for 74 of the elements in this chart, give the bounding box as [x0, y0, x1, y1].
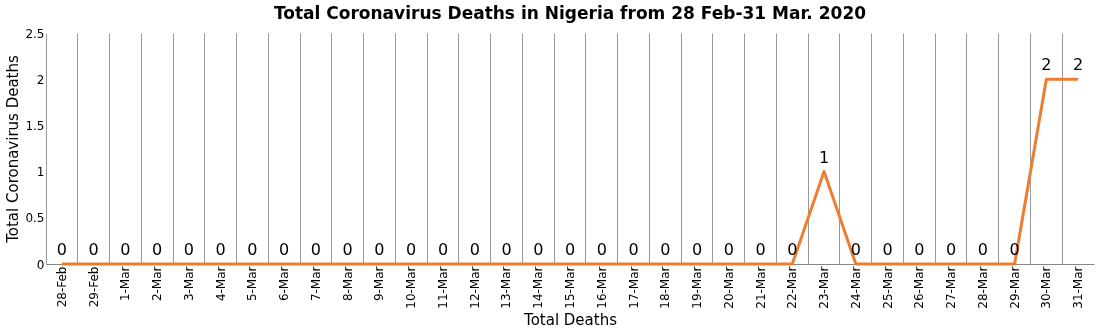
x-tick-label: 17-Mar — [626, 266, 641, 309]
data-label: 0 — [469, 240, 480, 259]
x-tick-label: 8-Mar — [340, 266, 355, 302]
data-label: 1 — [818, 147, 830, 167]
y-tick-label: 1 — [36, 165, 45, 180]
x-tick-label: 2-Mar — [150, 266, 165, 302]
data-label: 0 — [342, 240, 353, 259]
data-label: 0 — [914, 240, 925, 259]
data-label: 0 — [374, 240, 385, 259]
data-label: 2 — [1041, 55, 1052, 75]
data-label: 0 — [56, 240, 67, 259]
x-tick-label: 20-Mar — [721, 266, 736, 309]
data-label: 0 — [406, 240, 417, 259]
y-tick-label: 2 — [36, 72, 45, 87]
data-label: 0 — [628, 240, 639, 259]
x-tick-label: 24-Mar — [848, 266, 863, 309]
x-tick-label: 11-Mar — [435, 266, 450, 309]
data-label: 0 — [882, 240, 893, 259]
x-tick-label: 6-Mar — [277, 266, 292, 302]
data-label: 0 — [755, 240, 766, 259]
data-label: 0 — [564, 240, 576, 259]
x-tick-label: 30-Mar — [1039, 266, 1054, 309]
x-tick-label: 4-Mar — [213, 266, 228, 302]
x-tick-label: 16-Mar — [594, 266, 609, 309]
x-tick-label: 19-Mar — [690, 266, 705, 309]
x-tick-label: 12-Mar — [467, 266, 482, 309]
x-axis-title: Total Deaths — [523, 310, 618, 329]
x-tick-label: 10-Mar — [404, 266, 419, 309]
x-tick-label: 29-Feb — [86, 266, 101, 308]
x-tick-label: 29-Mar — [1007, 266, 1022, 309]
data-label: 0 — [437, 240, 449, 259]
data-label: 0 — [310, 240, 322, 259]
x-tick-label: 28-Mar — [975, 266, 990, 309]
x-tick-label: 15-Mar — [563, 266, 577, 309]
data-label: 0 — [533, 240, 544, 259]
x-tick-label: 7-Mar — [308, 266, 323, 302]
x-tick-label: 5-Mar — [245, 266, 260, 302]
data-label: 0 — [88, 240, 99, 259]
x-tick-label: 26-Mar — [912, 266, 927, 309]
data-label: 0 — [946, 240, 957, 259]
data-label: 2 — [1073, 55, 1084, 75]
x-tick-label: 22-Mar — [785, 266, 800, 309]
data-label: 0 — [660, 240, 671, 259]
x-tick-label: 28-Feb — [54, 266, 69, 308]
y-tick-label: 1.5 — [25, 118, 45, 133]
data-label: 0 — [691, 240, 703, 259]
data-label: 0 — [215, 240, 226, 259]
data-label: 0 — [723, 240, 734, 259]
data-label: 0 — [977, 240, 988, 259]
x-tick-label: 9-Mar — [372, 266, 387, 302]
y-tick-label: 2.5 — [25, 26, 45, 41]
x-tick-label: 23-Mar — [817, 266, 832, 309]
data-label: 0 — [279, 240, 290, 259]
data-label: 0 — [787, 240, 798, 259]
data-label: 0 — [247, 240, 258, 259]
x-tick-label: 31-Mar — [1071, 266, 1086, 309]
x-tick-label: 3-Mar — [181, 266, 196, 302]
chart-title: Total Coronavirus Deaths in Nigeria from 28 Feb-31 Mar. 2020 — [273, 3, 867, 23]
data-label: 0 — [850, 240, 861, 259]
x-tick-label: 27-Mar — [944, 266, 959, 309]
x-tick-label: 25-Mar — [880, 266, 895, 309]
y-tick-label: 0.5 — [25, 211, 45, 226]
x-tick-label: 1-Mar — [118, 266, 133, 302]
data-label: 0 — [152, 240, 163, 259]
y-tick-label: 0 — [36, 257, 45, 272]
x-tick-label: 21-Mar — [753, 266, 768, 309]
x-tick-label: 14-Mar — [531, 266, 546, 309]
y-axis-title: Total Coronavirus Deaths — [4, 55, 23, 244]
x-tick-label: 13-Mar — [499, 266, 514, 309]
x-tick-label: 18-Mar — [658, 266, 673, 309]
data-label: 0 — [183, 240, 194, 259]
data-label: 0 — [501, 240, 512, 259]
data-label: 0 — [120, 240, 131, 259]
data-label: 0 — [596, 240, 607, 259]
